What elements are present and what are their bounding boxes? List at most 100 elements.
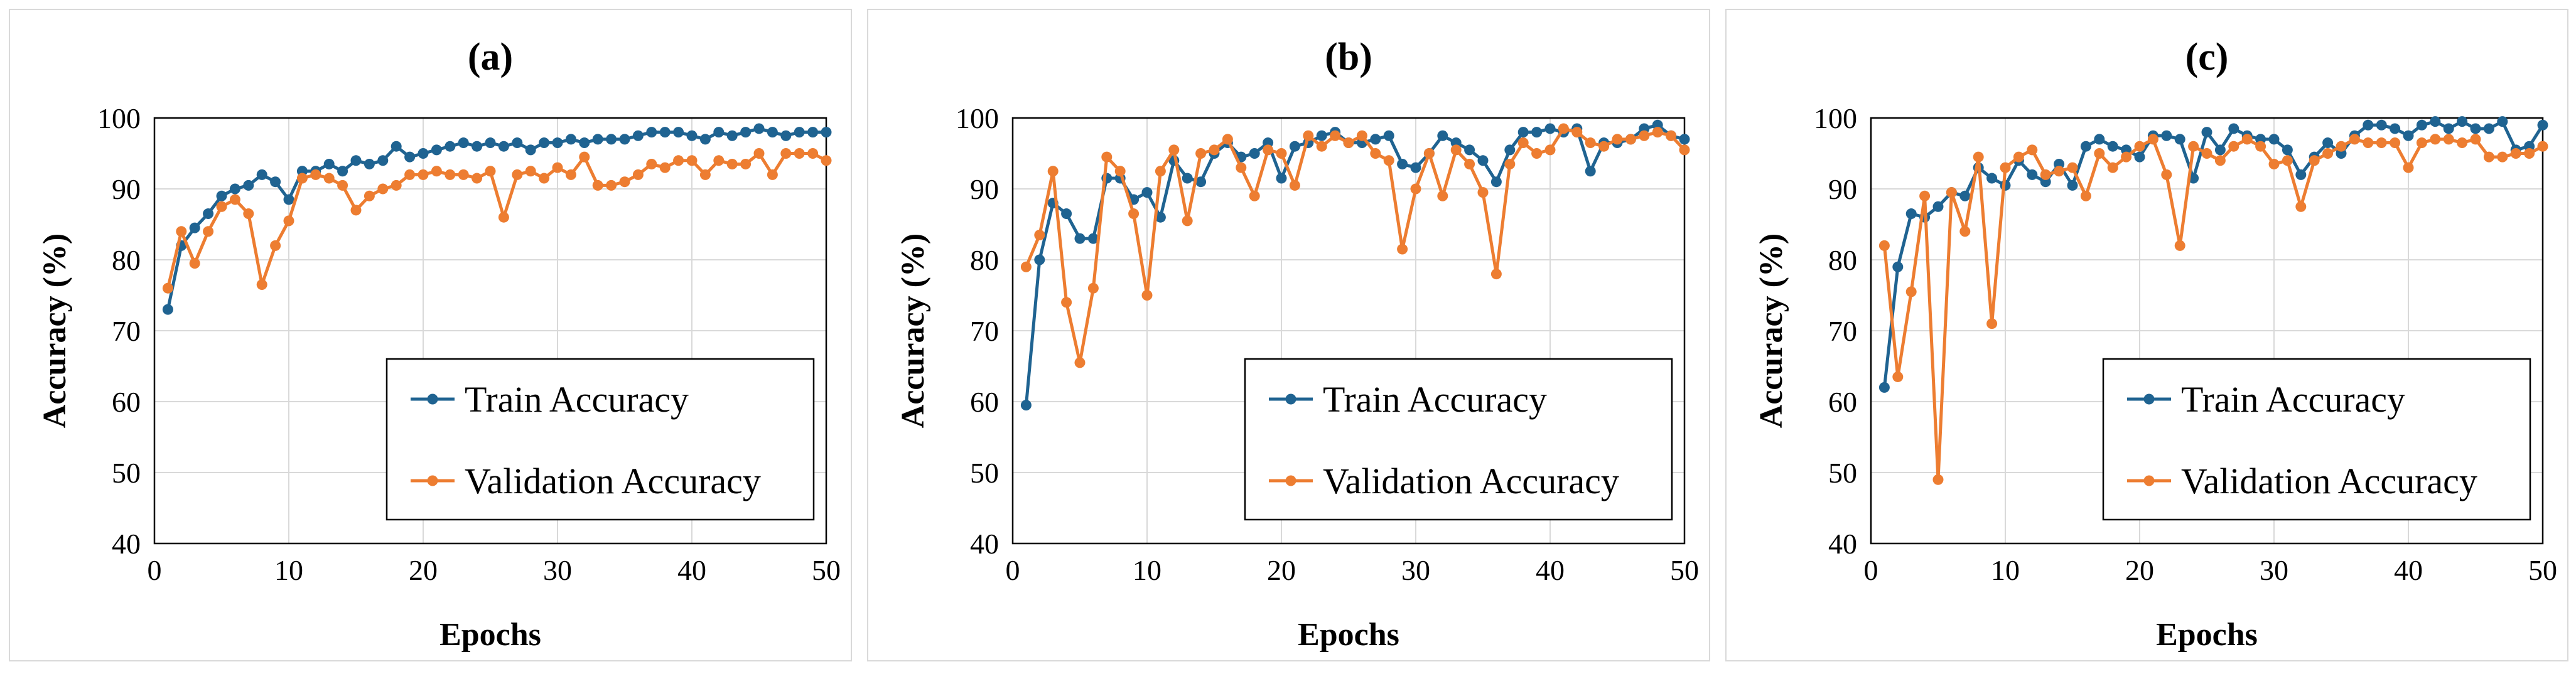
plot-frame <box>1011 117 1686 545</box>
line-chart-c: (c) 0 10 20 30 40 50 40 50 60 70 80 90 100 Epochs Accur… <box>1754 36 2557 653</box>
validation-accuracy-point <box>659 162 671 173</box>
y-axis-label: Accuracy (%) <box>1754 233 1789 428</box>
train-accuracy-point <box>1464 144 1475 156</box>
validation-accuracy-point <box>632 169 644 180</box>
validation-accuracy-point <box>391 179 402 191</box>
validation-accuracy-point <box>1932 474 1944 485</box>
train-accuracy-point <box>1477 155 1489 166</box>
y-tick-label: 80 <box>1828 244 1857 276</box>
train-accuracy-point <box>2080 141 2091 152</box>
line-chart-a: (a) 0 10 20 30 40 50 40 50 60 70 80 90 100 Epochs Accur… <box>37 36 841 653</box>
validation-accuracy-point <box>1303 130 1314 141</box>
train-accuracy-point <box>256 169 267 180</box>
validation-accuracy-point <box>1450 144 1462 156</box>
validation-accuracy-point <box>1531 148 1543 159</box>
train-accuracy-point <box>2483 123 2494 134</box>
train-accuracy-point <box>2322 137 2334 149</box>
validation-accuracy-point <box>1919 190 1931 201</box>
train-accuracy-point <box>2134 151 2145 163</box>
x-tick-label: 30 <box>1401 554 1430 586</box>
validation-accuracy-point <box>270 240 281 251</box>
validation-accuracy-point <box>673 155 684 166</box>
x-tick-label: 40 <box>1536 554 1565 586</box>
legend-marker-train-accuracy <box>1285 393 1296 405</box>
validation-accuracy-point <box>726 158 738 169</box>
y-tick-label: 50 <box>970 457 999 489</box>
train-accuracy-point <box>1932 201 1944 212</box>
validation-accuracy-point <box>203 226 214 237</box>
validation-accuracy-point <box>2457 137 2468 149</box>
train-accuracy-point <box>2470 123 2481 134</box>
y-axis-label: Accuracy (%) <box>37 233 73 428</box>
validation-accuracy-point <box>2282 155 2293 166</box>
validation-accuracy-point <box>1263 144 1274 156</box>
train-accuracy-point <box>1182 173 1193 184</box>
validation-accuracy-point <box>310 169 321 180</box>
validation-accuracy-point <box>552 162 563 173</box>
validation-accuracy-point <box>296 173 308 184</box>
x-tick-label: 20 <box>2125 554 2154 586</box>
train-accuracy-point <box>1383 130 1394 141</box>
validation-accuracy-point <box>1316 141 1327 152</box>
train-accuracy-point <box>1020 400 1032 411</box>
train-accuracy-point <box>1504 144 1516 156</box>
y-tick-label: 70 <box>112 315 141 347</box>
validation-accuracy-point <box>780 148 792 159</box>
validation-accuracy-point <box>431 166 442 177</box>
x-tick-label: 20 <box>409 554 438 586</box>
train-accuracy-point <box>1517 127 1529 138</box>
train-accuracy-point <box>2027 169 2038 180</box>
validation-accuracy-point <box>1195 148 1207 159</box>
train-accuracy-point <box>1544 123 1556 134</box>
validation-accuracy-point <box>1946 187 1957 198</box>
validation-accuracy-point <box>2309 155 2320 166</box>
train-accuracy-point <box>1410 162 1421 173</box>
validation-accuracy-point <box>323 173 335 184</box>
x-axis-label: Epochs <box>439 617 541 653</box>
chart-title: (a) <box>468 36 513 78</box>
validation-accuracy-point <box>364 190 375 201</box>
train-accuracy-point <box>821 127 832 138</box>
train-accuracy-point <box>565 134 576 145</box>
legend-box <box>385 358 815 521</box>
validation-accuracy-point <box>539 173 550 184</box>
train-accuracy-point <box>767 127 778 138</box>
train-accuracy-point <box>2403 130 2414 141</box>
line-chart-b: (b) 0 10 20 30 40 50 40 50 60 70 80 90 100 Epochs Accur… <box>895 36 1699 653</box>
validation-accuracy-point <box>162 282 173 294</box>
train-accuracy-point <box>472 141 483 152</box>
validation-accuracy-point <box>2295 201 2307 212</box>
validation-accuracy-point <box>1973 151 1984 163</box>
validation-accuracy-point <box>2430 134 2441 145</box>
validation-accuracy-point <box>646 158 657 169</box>
x-tick-label: 10 <box>1991 554 2020 586</box>
validation-accuracy-point <box>565 169 576 180</box>
validation-accuracy-point <box>2497 151 2508 163</box>
validation-accuracy-point <box>2174 240 2185 251</box>
validation-accuracy-point <box>445 169 456 180</box>
train-accuracy-point <box>431 144 442 156</box>
legend-marker-validation-accuracy <box>2143 475 2155 486</box>
validation-accuracy-point <box>713 155 725 166</box>
train-accuracy-point <box>270 176 281 188</box>
train-accuracy-point <box>780 130 792 141</box>
train-accuracy-point <box>2363 119 2374 131</box>
train-accuracy-point <box>1276 173 1287 184</box>
y-axis-label: Accuracy (%) <box>895 233 931 428</box>
y-tick-label: 80 <box>970 244 999 276</box>
y-tick-label: 60 <box>970 386 999 418</box>
legend-label-train-accuracy: Train Accuracy <box>465 379 689 420</box>
y-tick-label: 40 <box>112 528 141 560</box>
validation-accuracy-point <box>753 148 765 159</box>
validation-accuracy-point <box>1504 158 1516 169</box>
train-accuracy-point <box>216 190 227 201</box>
train-accuracy-point <box>1878 382 1890 393</box>
train-accuracy-point <box>2282 144 2293 156</box>
validation-accuracy-point <box>350 205 362 216</box>
train-accuracy-point <box>2067 179 2078 191</box>
train-accuracy-point <box>1437 130 1448 141</box>
train-accuracy-point <box>229 183 240 195</box>
train-accuracy-point <box>619 134 630 145</box>
validation-accuracy-point <box>1679 144 1690 156</box>
validation-accuracy-point <box>699 169 711 180</box>
